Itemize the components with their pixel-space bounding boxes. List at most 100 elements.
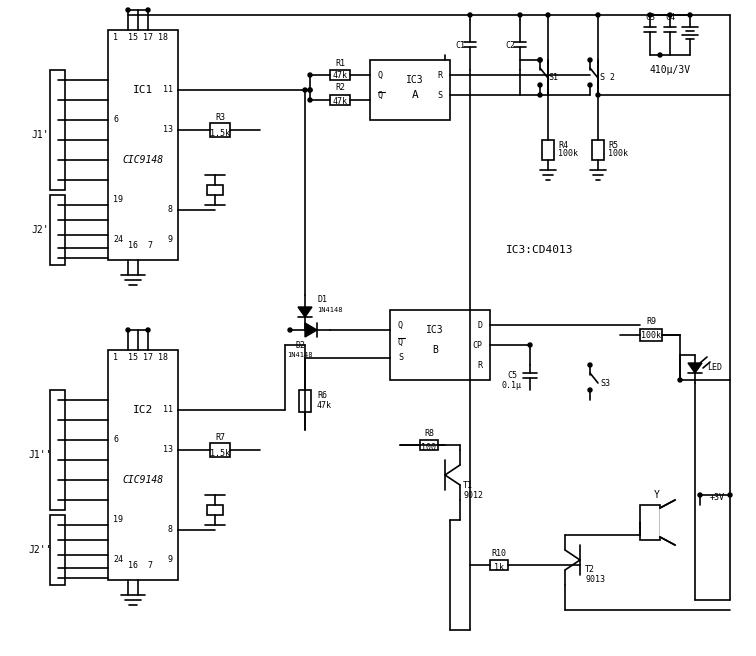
Circle shape	[528, 343, 532, 347]
Bar	[390, 310, 490, 380]
Text: J2': J2'	[31, 225, 49, 235]
Text: R3: R3	[215, 113, 225, 123]
Bar	[370, 60, 450, 120]
Bar	[108, 30, 178, 260]
Text: 100k: 100k	[558, 148, 578, 157]
Text: J2'': J2''	[28, 545, 51, 555]
Bar	[640, 505, 660, 540]
Text: R9: R9	[646, 316, 656, 325]
Circle shape	[698, 493, 702, 497]
Circle shape	[728, 493, 732, 497]
Text: 15 17 18: 15 17 18	[128, 33, 168, 43]
Circle shape	[56, 158, 60, 162]
Bar	[490, 560, 508, 570]
Circle shape	[538, 58, 542, 62]
Text: 24: 24	[113, 236, 123, 245]
Circle shape	[588, 388, 592, 392]
Bar	[50, 390, 65, 510]
Circle shape	[56, 523, 60, 527]
Text: 16  7: 16 7	[128, 241, 153, 249]
Circle shape	[308, 98, 312, 102]
Circle shape	[56, 478, 60, 482]
Text: S3: S3	[600, 379, 610, 388]
Circle shape	[688, 13, 692, 17]
Text: T2: T2	[585, 565, 595, 575]
Circle shape	[56, 553, 60, 557]
Text: 19: 19	[113, 516, 123, 525]
Text: 8: 8	[168, 205, 173, 215]
Text: C5: C5	[507, 371, 517, 380]
Bar	[299, 390, 311, 412]
Circle shape	[538, 93, 542, 97]
Text: 6: 6	[113, 115, 118, 125]
Circle shape	[56, 418, 60, 422]
Circle shape	[668, 13, 672, 17]
Text: R7: R7	[215, 434, 225, 443]
Bar	[542, 140, 554, 160]
Text: CP: CP	[472, 340, 482, 350]
Text: J1'': J1''	[28, 450, 51, 460]
Text: C4: C4	[665, 12, 675, 22]
Text: S: S	[398, 354, 403, 363]
Circle shape	[56, 538, 60, 542]
Text: R5: R5	[608, 140, 618, 150]
Text: C2: C2	[505, 41, 515, 49]
Circle shape	[56, 246, 60, 250]
Bar	[50, 195, 65, 265]
Text: 1.5k: 1.5k	[210, 129, 230, 138]
Bar	[50, 70, 65, 190]
Circle shape	[56, 438, 60, 442]
Text: 1: 1	[113, 354, 118, 363]
Text: 11: 11	[163, 405, 173, 415]
Text: 410μ/3V: 410μ/3V	[649, 65, 690, 75]
Bar	[420, 440, 438, 450]
Text: 9013: 9013	[585, 575, 605, 584]
Polygon shape	[660, 500, 675, 545]
Text: 9012: 9012	[463, 491, 483, 499]
Circle shape	[146, 8, 150, 12]
Bar	[640, 329, 662, 341]
Circle shape	[596, 13, 600, 17]
Text: R2: R2	[335, 83, 345, 92]
Text: C1: C1	[455, 41, 465, 49]
Text: C3: C3	[645, 12, 655, 22]
Circle shape	[56, 398, 60, 402]
Text: R4: R4	[558, 140, 568, 150]
Text: 19: 19	[113, 195, 123, 205]
Text: 11: 11	[163, 85, 173, 94]
Circle shape	[56, 458, 60, 462]
Circle shape	[588, 83, 592, 87]
Text: R6: R6	[317, 390, 327, 400]
Circle shape	[146, 328, 150, 332]
Circle shape	[56, 118, 60, 122]
Circle shape	[303, 88, 307, 92]
Circle shape	[126, 328, 130, 332]
Circle shape	[56, 138, 60, 142]
Circle shape	[56, 78, 60, 82]
Bar	[592, 140, 604, 160]
Text: D: D	[477, 321, 482, 329]
Circle shape	[588, 58, 592, 62]
Circle shape	[678, 378, 682, 382]
Bar	[210, 443, 230, 457]
Circle shape	[288, 328, 292, 332]
Circle shape	[588, 363, 592, 367]
Text: R10: R10	[491, 548, 507, 558]
Text: CIC9148: CIC9148	[122, 155, 163, 165]
Text: 1: 1	[113, 33, 118, 43]
Circle shape	[538, 58, 542, 62]
Polygon shape	[298, 307, 312, 317]
Circle shape	[56, 233, 60, 237]
Text: Y: Y	[654, 490, 660, 500]
Text: Q: Q	[398, 321, 403, 329]
Text: D1: D1	[317, 295, 327, 304]
Text: 100: 100	[422, 443, 436, 451]
Text: R8: R8	[424, 428, 434, 438]
Circle shape	[648, 13, 652, 17]
Text: 6: 6	[113, 436, 118, 445]
Circle shape	[56, 178, 60, 182]
Circle shape	[468, 13, 472, 17]
Circle shape	[308, 73, 312, 77]
Text: 47k: 47k	[317, 401, 332, 409]
Text: 9: 9	[168, 556, 173, 565]
